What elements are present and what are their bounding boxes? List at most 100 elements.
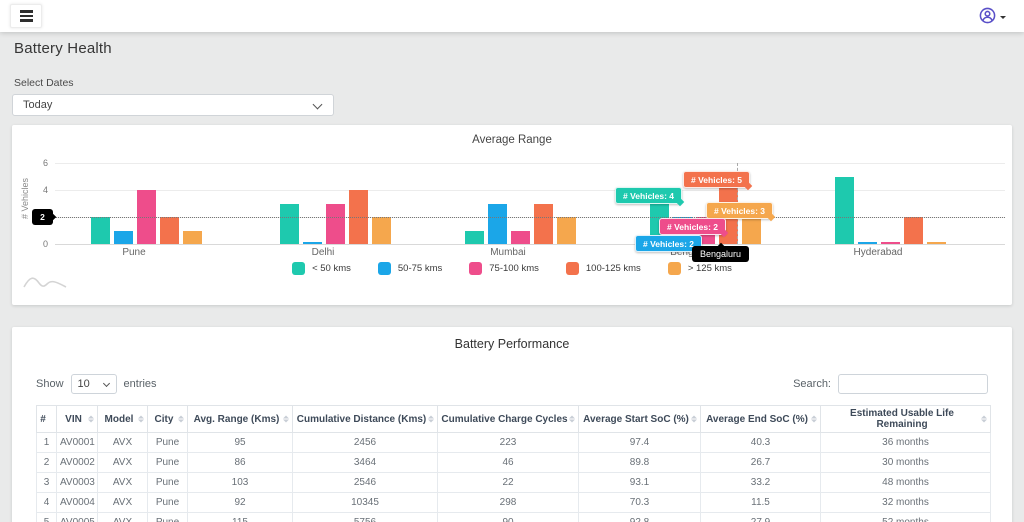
legend-label: < 50 kms [312,263,351,274]
battery-performance-card: Battery Performance Show 10 entries Sear… [12,327,1012,522]
bar-delhi-2[interactable] [302,242,322,244]
table-cell: 2456 [292,432,438,453]
hamburger-menu-button[interactable] [10,4,42,28]
wave-icon[interactable] [22,272,68,290]
bar-pune-5[interactable] [182,230,202,244]
column-header-label: Avg. Range (Kms) [193,413,280,425]
column-header[interactable]: Cumulative Charge Cycles [437,405,579,433]
sort-icon [428,415,434,423]
table-cell: AVX [97,432,148,453]
table-row: 4 AV0004 AVX Pune 92 10345 298 70.3 11.5 32 month… [36,492,991,513]
bar-mumbai-3[interactable] [510,230,530,244]
x-axis-label-mumbai[interactable]: Mumbai [490,247,526,258]
legend-label: 100-125 kms [585,263,641,274]
sort-icon [283,415,289,423]
bar-hyderabad-3[interactable] [880,242,900,244]
bar-mumbai-4[interactable] [533,203,553,244]
bar-hyderabad-4[interactable] [903,217,923,244]
hamburger-icon [19,14,33,18]
sort-icon [178,415,184,423]
table-cell: 30 months [820,452,991,473]
y-tick-label: 0 [42,239,48,249]
sort-icon [691,415,697,423]
table-cell: 36 months [820,432,991,453]
table-cell: 1 [36,432,57,453]
chevron-down-icon [312,99,323,110]
table-cell: 86 [187,452,293,473]
sort-icon [88,415,94,423]
column-header[interactable]: Avg. Range (Kms) [187,405,293,433]
table-cell: 92.8 [578,512,701,522]
legend-item[interactable]: < 50 kms [292,262,351,275]
bar-delhi-3[interactable] [325,203,345,244]
column-header[interactable]: City [147,405,188,433]
account-menu-button[interactable] [979,7,1006,24]
bar-mumbai-1[interactable] [464,230,484,244]
bar-tooltip: # Vehicles: 5 [683,171,753,191]
bar-pune-2[interactable] [113,230,133,244]
column-header-label: Cumulative Distance (Kms) [296,413,427,425]
table-cell: 223 [437,432,579,453]
table-cell: Pune [147,512,188,522]
gridline [55,190,1005,191]
y-axis-hover-badge: 2 [32,209,57,225]
table-cell: 89.8 [578,452,701,473]
column-header-label: Average End SoC (%) [706,413,808,425]
table-cell: AV0005 [56,512,98,522]
date-range-select[interactable]: Today [12,94,334,116]
table-cell: AVX [97,452,148,473]
table-cell: 46 [437,452,579,473]
caret-down-icon [1000,16,1006,22]
bar-delhi-5[interactable] [371,217,391,244]
table-cell: 10345 [292,492,438,513]
legend-item[interactable]: 100-125 kms [565,262,641,275]
x-axis-label-delhi[interactable]: Delhi [311,247,335,258]
chart-legend: < 50 kms 50-75 kms 75-100 kms 100-125 kms > … [12,262,1012,275]
page-length-select[interactable]: 10 [70,374,117,394]
entries-label: entries [123,378,157,390]
table-cell: 3464 [292,452,438,473]
gridline [55,244,1005,245]
legend-item[interactable]: 50-75 kms [377,262,442,275]
table-cell: AV0001 [56,432,98,453]
table-cell: Pune [147,452,188,473]
y-tick-label: 6 [42,158,48,168]
table-cell: AV0002 [56,452,98,473]
table-cell: 93.1 [578,472,701,493]
table-cell: 115 [187,512,293,522]
legend-item[interactable]: > 125 kms [667,262,732,275]
legend-swatch-icon [667,262,681,275]
table-cell: AVX [97,472,148,493]
column-header[interactable]: Average End SoC (%) [700,405,821,433]
bar-pune-4[interactable] [159,217,179,244]
column-header[interactable]: Average Start SoC (%) [578,405,701,433]
table-cell: Pune [147,472,188,493]
bar-delhi-1[interactable] [279,203,299,244]
search-input[interactable] [838,374,988,394]
column-header[interactable]: Estimated Usable Life Remaining [820,405,991,433]
battery-performance-table: # VIN Model City Avg. Range (Kms) Cumulative … [36,405,991,522]
column-header-label: Model [104,413,134,425]
bar-mumbai-2[interactable] [487,203,507,244]
column-header[interactable]: VIN [56,405,98,433]
bar-tooltip: # Vehicles: 2 [635,235,705,255]
hamburger-icon [19,19,33,22]
table-cell: 2 [36,452,57,473]
sort-icon [981,415,987,423]
table-cell: 32 months [820,492,991,513]
x-axis-label-hyderabad[interactable]: Hyderabad [853,247,903,258]
column-header[interactable]: Model [97,405,148,433]
bar-hyderabad-2[interactable] [857,242,877,244]
bar-hyderabad-1[interactable] [834,176,854,244]
top-navbar [0,0,1024,32]
x-axis-label-pune[interactable]: Pune [122,247,146,258]
table-cell: AV0003 [56,472,98,493]
bar-mumbai-5[interactable] [556,217,576,244]
legend-item[interactable]: 75-100 kms [469,262,539,275]
column-header-label: Estimated Usable Life Remaining [850,408,954,430]
table-row: 2 AV0002 AVX Pune 86 3464 46 89.8 26.7 30 months [36,452,991,473]
column-header-label: Average Start SoC (%) [583,413,689,425]
bar-pune-1[interactable] [90,217,110,244]
bar-hyderabad-5[interactable] [926,242,946,244]
column-header[interactable]: Cumulative Distance (Kms) [292,405,438,433]
